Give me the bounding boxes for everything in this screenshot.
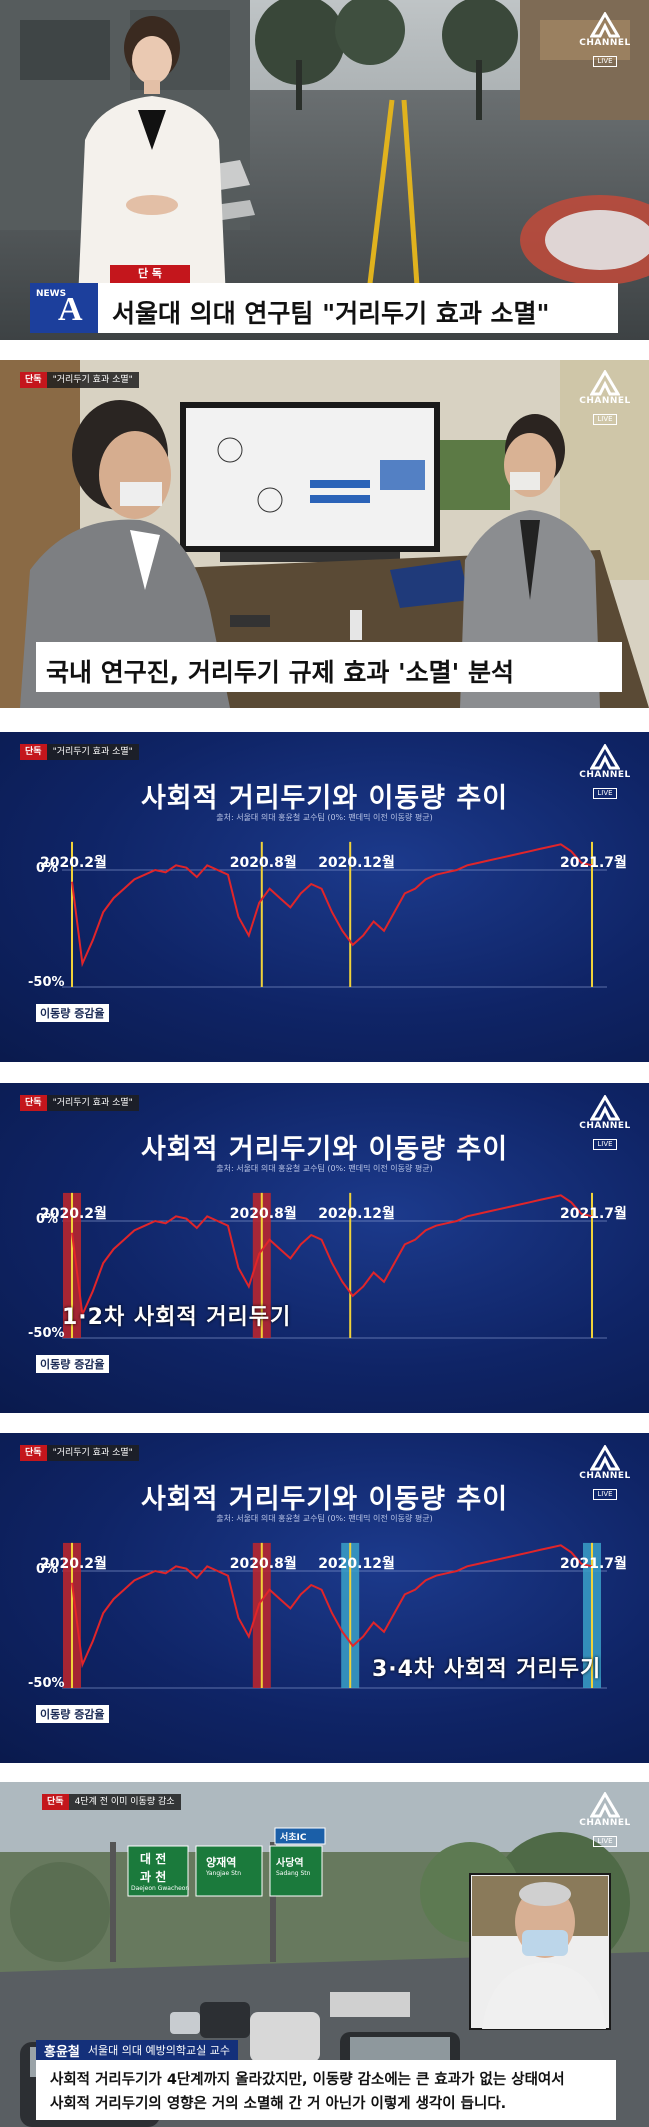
quote-box: 사회적 거리두기가 4단계까지 올라갔지만, 이동량 감소에는 큰 효과가 없는… xyxy=(36,2060,616,2120)
marker-label: 2020.8월 xyxy=(229,1206,297,1222)
exclusive-tag: 단독 "거리두기 효과 소멸" xyxy=(20,372,139,388)
chart-title: 사회적 거리두기와 이동량 추이 xyxy=(140,1134,509,1165)
channel-a-icon xyxy=(590,1095,620,1121)
chart-plot xyxy=(62,841,607,988)
chart-frame-1: 단독 "거리두기 효과 소멸" CHANNEL LIVE 사회적 거리두기와 이동량 추… xyxy=(0,732,649,1062)
y-axis-label: 이동량 증감율 xyxy=(36,1355,109,1373)
y-tick-label: 0% xyxy=(36,861,59,876)
y-axis-label: 이동량 증감율 xyxy=(36,1705,109,1723)
channel-logo: CHANNEL LIVE xyxy=(575,1792,635,1847)
channel-a-icon xyxy=(590,12,620,38)
subtitle-bar: 국내 연구진, 거리두기 규제 효과 '소멸' 분석 xyxy=(36,642,622,692)
channel-a-icon xyxy=(590,1445,620,1471)
y-tick-label: -50% xyxy=(28,1676,65,1691)
channel-logo: CHANNEL LIVE xyxy=(575,370,635,425)
phase-label: 3·4차 사회적 거리두기 xyxy=(372,1657,602,1682)
marker-label: 2020.2월 xyxy=(40,1206,107,1222)
chart-source: 출처: 서울대 의대 홍윤철 교수팀 (0%: 팬데믹 이전 이동량 평균) xyxy=(216,1514,433,1523)
channel-a-icon xyxy=(590,1792,620,1818)
chart-source: 출처: 서울대 의대 홍윤철 교수팀 (0%: 팬데믹 이전 이동량 평균) xyxy=(216,1164,433,1173)
chart-source: 출처: 서울대 의대 홍윤철 교수팀 (0%: 팬데믹 이전 이동량 평균) xyxy=(216,813,433,822)
channel-logo: CHANNEL LIVE xyxy=(575,744,635,799)
sign-mid-en: Yangjae Stn xyxy=(206,1870,242,1877)
exclusive-tag: 단독 "거리두기 효과 소멸" xyxy=(20,1095,139,1111)
chart-title: 사회적 거리두기와 이동량 추이 xyxy=(140,1484,509,1515)
exclusive-tag: 단독 4단계 전 이미 이동량 감소 xyxy=(42,1794,181,1810)
quote-line-2: 사회적 거리두기의 영향은 거의 소멸해 간 거 아닌가 이렇게 생각이 듭니다… xyxy=(50,2096,507,2112)
video-frame-anchor: CHANNEL LIVE 단 독 NEWS A 서울대 의대 연구팀 "거리두기… xyxy=(0,0,649,340)
sign-left-en: Daejeon Gwacheon xyxy=(131,1885,190,1892)
rainy-street-scene xyxy=(0,0,649,340)
marker-label: 2021.7월 xyxy=(560,855,627,871)
headline-bar: 서울대 의대 연구팀 "거리두기 효과 소멸" xyxy=(98,283,618,333)
series-line xyxy=(71,843,593,968)
marker-label: 2020.12월 xyxy=(318,1556,395,1572)
chart-frame-3: 단독 "거리두기 효과 소멸" CHANNEL LIVE 사회적 거리두기와 이동량 추… xyxy=(0,1433,649,1763)
y-tick-label: -50% xyxy=(28,1326,65,1341)
channel-a-icon xyxy=(590,370,620,396)
marker-label: 2020.12월 xyxy=(318,855,395,871)
news-a-logo: NEWS A xyxy=(30,283,98,333)
y-tick-label: -50% xyxy=(28,975,65,990)
headline-text: 서울대 의대 연구팀 "거리두기 효과 소멸" xyxy=(112,299,550,328)
chart-title: 사회적 거리두기와 이동량 추이 xyxy=(140,783,509,814)
marker-label: 2020.8월 xyxy=(229,855,297,871)
exclusive-tag: 단독 "거리두기 효과 소멸" xyxy=(20,1445,139,1461)
speaker-name: 홍윤철 xyxy=(44,2044,80,2060)
sign-mid: 양재역 xyxy=(206,1856,237,1869)
channel-logo: CHANNEL LIVE xyxy=(575,1095,635,1150)
marker-label: 2020.8월 xyxy=(229,1556,297,1572)
chart-plot xyxy=(62,1192,607,1339)
sign-right: 사당역 xyxy=(276,1858,304,1869)
speaker-name-bar: 홍윤철 서울대 의대 예방의학교실 교수 xyxy=(36,2040,238,2060)
speaker-title: 서울대 의대 예방의학교실 교수 xyxy=(87,2044,230,2057)
video-frame-interview: 단독 "거리두기 효과 소멸" CHANNEL LIVE 국내 연구진, 거리두… xyxy=(0,360,649,708)
video-frame-traffic: 단독 4단계 전 이미 이동량 감소 CHANNEL LIVE 서초IC 대 전… xyxy=(0,1782,649,2127)
y-tick-label: 0% xyxy=(36,1212,59,1227)
channel-logo: CHANNEL LIVE xyxy=(575,12,635,67)
marker-label: 2020.2월 xyxy=(40,1556,107,1572)
marker-label: 2020.2월 xyxy=(40,855,107,871)
quote-line-1: 사회적 거리두기가 4단계까지 올라갔지만, 이동량 감소에는 큰 효과가 없는… xyxy=(50,2072,565,2088)
channel-logo: CHANNEL LIVE xyxy=(575,1445,635,1500)
y-tick-label: 0% xyxy=(36,1562,59,1577)
marker-label: 2021.7월 xyxy=(560,1206,627,1222)
series-line xyxy=(71,1544,593,1669)
sign-top: 서초IC xyxy=(280,1833,307,1843)
series-line xyxy=(71,1194,593,1319)
y-axis-label: 이동량 증감율 xyxy=(36,1004,109,1022)
exclusive-tag: 단독 "거리두기 효과 소멸" xyxy=(20,744,139,760)
sign-left-2: 과 천 xyxy=(140,1870,167,1884)
chart-frame-2: 단독 "거리두기 효과 소멸" CHANNEL LIVE 사회적 거리두기와 이동량 추… xyxy=(0,1083,649,1413)
phase-label: 1·2차 사회적 거리두기 xyxy=(62,1305,292,1330)
sign-right-en: Sadang Stn xyxy=(276,1870,311,1877)
marker-label: 2020.12월 xyxy=(318,1206,395,1222)
sign-left-1: 대 전 xyxy=(140,1852,167,1866)
exclusive-tag: 단 독 xyxy=(110,265,190,283)
marker-label: 2021.7월 xyxy=(560,1556,627,1572)
chart-plot xyxy=(62,1542,607,1689)
subtitle-text: 국내 연구진, 거리두기 규제 효과 '소멸' 분석 xyxy=(46,658,515,687)
channel-a-icon xyxy=(590,744,620,770)
